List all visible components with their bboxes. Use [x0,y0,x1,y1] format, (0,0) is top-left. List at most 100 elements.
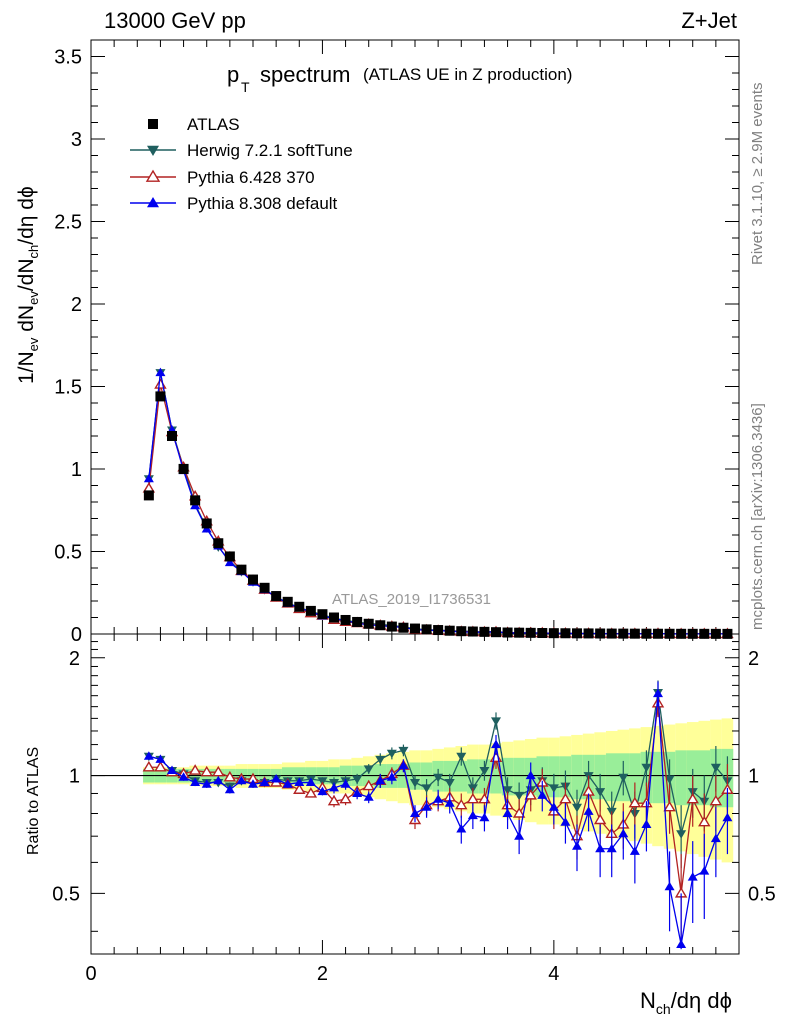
atlas-data-point [329,612,339,623]
ratio-point-3 [271,773,282,783]
ratio-point-1 [433,773,444,783]
y-tick-label: 2 [71,294,82,316]
ratio-point-3 [537,790,548,799]
atlas-data-point [410,623,420,634]
y-axis-label: 1/Nev dNev/dNch/dη dϕ [15,186,41,384]
ratio-point-3 [305,777,316,787]
ratio-point-3 [213,775,224,785]
ratio-point-3 [641,819,652,828]
legend-marker-3 [147,197,159,208]
atlas-data-point [618,628,629,639]
ratio-point-3 [259,777,270,787]
ratio-point-3 [699,866,710,875]
y-tick-label: 2.5 [54,212,82,234]
y-tick-label: 3.5 [54,47,82,69]
ratio-point-3 [548,802,559,811]
x-axis-label: Nch/dη dϕ [640,988,732,1017]
ratio-point-3 [363,792,374,801]
main-point-3 [224,557,235,567]
ratio-point-3 [421,802,432,811]
band-inner-bin [455,760,468,792]
band-inner-bin [675,750,687,806]
atlas-data-point [224,551,235,562]
ratio-point-2 [362,779,375,791]
atlas-data-point [340,614,351,625]
ylabel-sub-1: ev [26,337,41,351]
ratio-point-2 [512,807,526,818]
ratio-point-1 [548,784,559,793]
ratio-tick-label-right: 0.5 [748,883,776,905]
ratio-point-2 [628,796,642,808]
y-tick-label: 0 [71,624,82,646]
ratio-point-2 [142,760,156,772]
band-inner-bin [629,753,641,802]
ratio-point-1 [595,788,606,797]
atlas-data-point [190,495,201,506]
ratio-point-3 [329,782,339,792]
ratio-point-3 [190,777,201,787]
atlas-data-point [248,574,258,585]
atlas-data-point [398,622,409,633]
atlas-data-point [560,628,571,639]
legend-label-pythia6: Pythia 6.428 370 [187,168,315,187]
ratio-point-1 [572,803,582,813]
ratio-point-3 [653,688,663,698]
ratio-point-3 [444,798,455,807]
ratio-point-3 [248,779,258,788]
ratio-point-3 [410,808,420,817]
atlas-data-point [606,628,617,639]
xlabel-sub: ch [656,1001,671,1017]
atlas-data-point [491,627,501,638]
legend-label-pythia8: Pythia 8.308 default [187,194,338,213]
title-rest: spectrum [260,62,350,87]
ylabel-part-1: 1/N [15,351,38,384]
ratio-point-3 [155,754,166,763]
ratio-point-2 [698,815,711,827]
atlas-data-point [352,616,363,627]
atlas-data-point [421,624,432,635]
process-label: Z+Jet [681,8,737,33]
ratio-point-2 [593,813,607,825]
ratio-point-3 [178,772,189,781]
atlas-data-point [595,628,606,639]
atlas-data-point [525,627,536,638]
ratio-point-1 [618,773,629,783]
ratio-point-3 [352,788,363,797]
ratio-point-3 [722,812,733,822]
ratio-point-1 [502,786,513,795]
ratio-tick-label-left: 0.5 [52,883,80,905]
atlas-data-point [676,628,687,639]
ratio-y-axis-label: Ratio to ATLAS [25,747,42,855]
ratio-point-3 [317,786,328,796]
ylabel-sub-2: ev [26,291,41,305]
ylabel-part-4: /dη dϕ [15,186,38,244]
ratio-point-1 [410,779,420,788]
ratio-point-3 [167,765,177,775]
ratio-point-3 [583,806,594,815]
ratio-point-3 [294,777,305,787]
ratio-point-2 [686,792,699,804]
atlas-data-point [282,596,293,607]
ratio-point-3 [456,824,467,833]
y-tick-label: 1.5 [54,377,82,399]
atlas-data-point [236,564,247,575]
ratio-tick-label-left: 1 [69,766,80,788]
ratio-point-2 [293,783,306,794]
ratio-point-1 [421,784,432,793]
energy-label: 13000 GeV pp [104,8,246,33]
atlas-data-point [514,627,525,638]
main-point-3 [155,367,166,377]
legend-marker-atlas [148,119,158,129]
band-inner-bin [467,759,479,794]
atlas-data-point [722,628,733,639]
svg-text:mcplots.cern.ch [arXiv:1306.34: mcplots.cern.ch [arXiv:1306.3436] [749,403,766,630]
ratio-point-3 [514,831,525,840]
ratio-point-2 [524,788,537,800]
ratio-point-2 [663,800,676,812]
ratio-point-1 [641,763,652,773]
atlas-data-point [641,628,652,639]
ratio-point-3 [340,779,351,788]
ratio-point-2 [709,794,723,806]
atlas-data-point [433,625,444,636]
